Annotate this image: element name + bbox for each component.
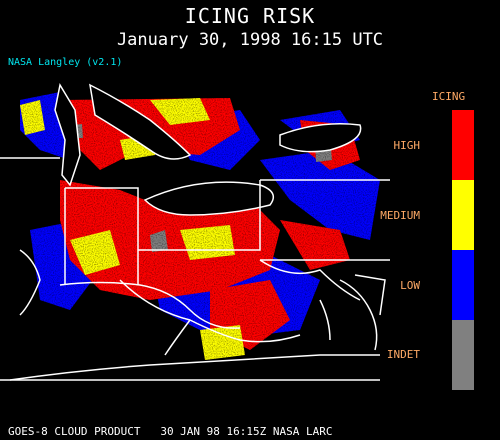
footer-caption: GOES-8 CLOUD PRODUCT 30 JAN 98 16:15Z NA… (8, 425, 333, 438)
legend-label-high: HIGH (393, 139, 421, 152)
map-title: ICING RISK (184, 4, 316, 28)
legend-swatch-medium (452, 180, 474, 250)
legend-label-indet: INDET (386, 348, 420, 361)
legend-swatch-indet (452, 320, 474, 390)
legend-swatch-low (452, 250, 474, 320)
credit-label: NASA Langley (v2.1) (8, 57, 123, 68)
legend-swatch-high (452, 110, 474, 180)
map-timestamp: January 30, 1998 16:15 UTC (116, 30, 384, 50)
boundaries (0, 157, 390, 381)
legend-label-low: LOW (400, 279, 420, 292)
legend-title: ICING (432, 90, 466, 103)
icing-map (0, 80, 400, 420)
legend-label-medium: MEDIUM (380, 209, 420, 222)
great-lakes (54, 82, 362, 216)
